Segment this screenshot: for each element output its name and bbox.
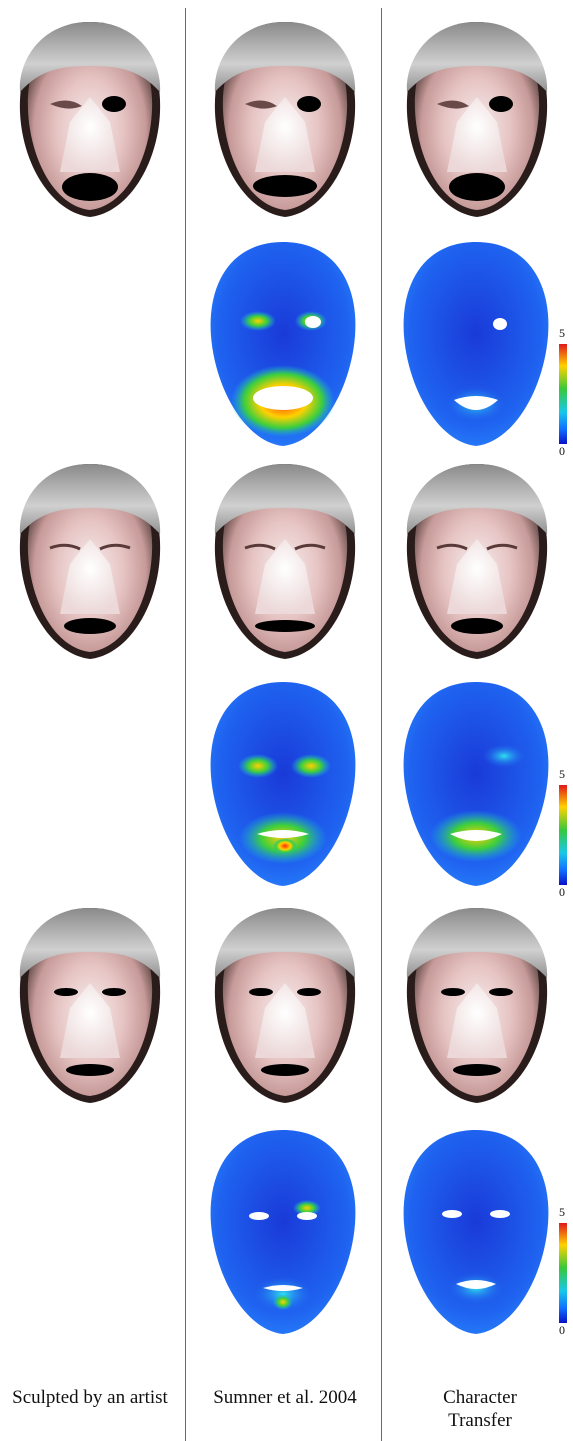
colorbar-max-label: 5 <box>559 767 565 781</box>
colorbar-min-label: 0 <box>559 1323 565 1337</box>
colorbar-max-label: 5 <box>559 326 565 340</box>
face-sculpted <box>10 454 170 669</box>
column-caption-transfer: Character Transfer <box>443 1387 517 1431</box>
face-transfer <box>397 454 557 669</box>
error-colorbar: 5 0 <box>559 326 573 458</box>
error-map-sumner <box>203 676 363 891</box>
face-sculpted <box>10 898 170 1113</box>
colorbar-max-label: 5 <box>559 1205 565 1219</box>
face-transfer <box>397 12 557 227</box>
error-map-sumner <box>203 236 363 451</box>
column-divider <box>381 8 382 1441</box>
column-divider <box>185 8 186 1441</box>
error-map-sumner <box>203 1124 363 1339</box>
column-caption-sumner: Sumner et al. 2004 <box>213 1387 357 1408</box>
error-colorbar: 5 0 <box>559 767 573 899</box>
colorbar-min-label: 0 <box>559 885 565 899</box>
face-sumner <box>205 898 365 1113</box>
face-sumner <box>205 12 365 227</box>
error-map-transfer <box>396 676 556 891</box>
face-sculpted <box>10 12 170 227</box>
face-transfer <box>397 898 557 1113</box>
error-map-transfer <box>396 1124 556 1339</box>
colorbar-min-label: 0 <box>559 444 565 458</box>
error-colorbar: 5 0 <box>559 1205 573 1337</box>
face-sumner <box>205 454 365 669</box>
error-map-transfer <box>396 236 556 451</box>
column-caption-sculpted: Sculpted by an artist <box>12 1387 168 1408</box>
